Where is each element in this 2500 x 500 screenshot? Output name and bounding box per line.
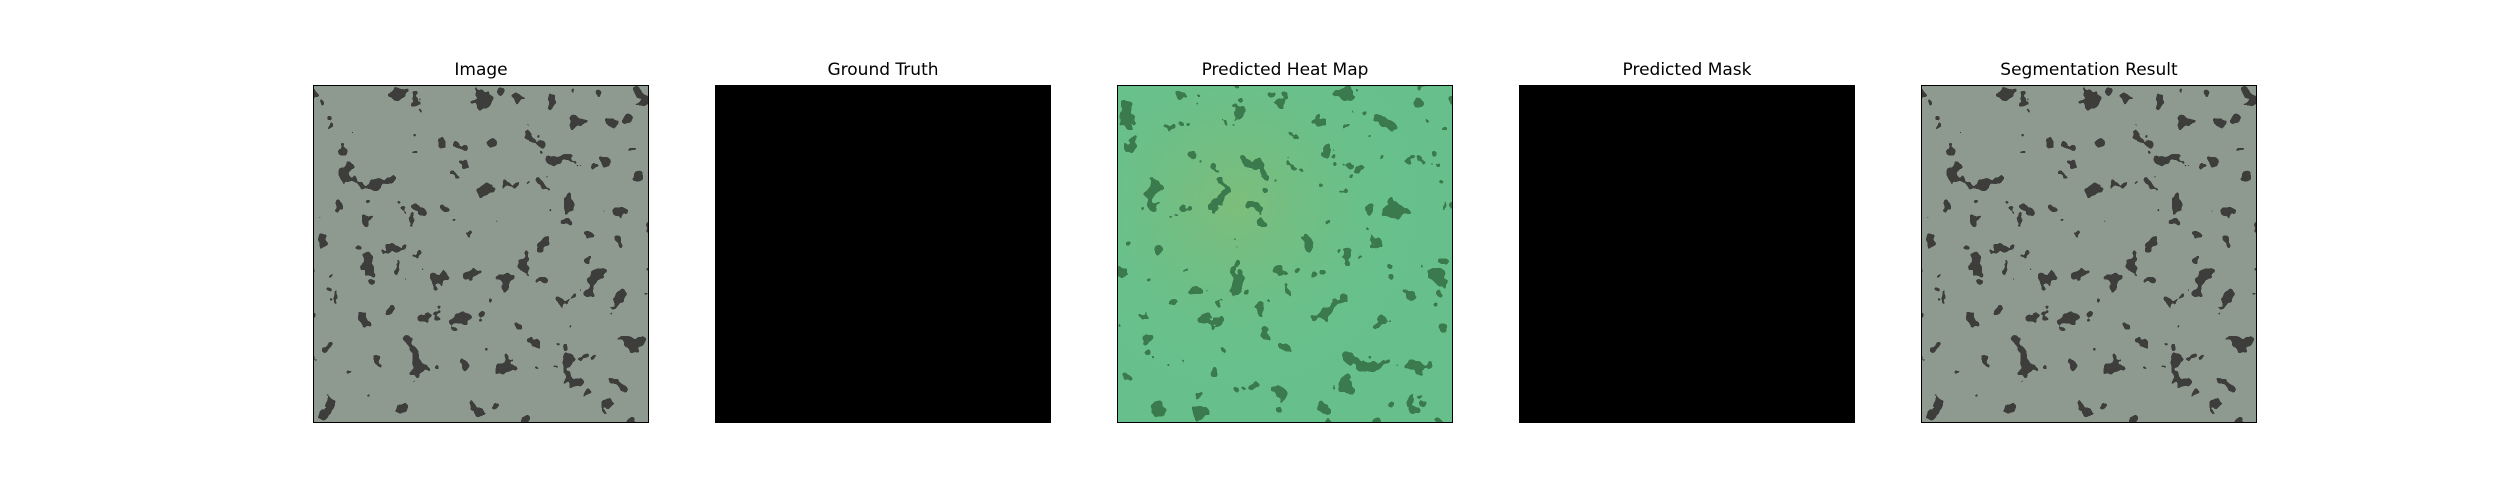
image-texture [313,85,649,423]
panel-title: Predicted Mask [1622,60,1752,80]
panel-image: Image [313,0,649,500]
panel-predicted-mask: Predicted Mask [1519,0,1855,500]
heatmap-overlay [1117,85,1453,423]
ground-truth-mask [715,85,1051,423]
panel-title: Predicted Heat Map [1201,60,1369,80]
heatmap-svg [1118,86,1452,422]
panel-title: Segmentation Result [2000,60,2178,80]
panel-segmentation-result: Segmentation Result [1921,0,2257,500]
texture-svg [1922,86,2256,422]
predicted-mask [1519,85,1855,423]
panel-title: Image [454,60,508,80]
texture-svg [314,86,648,422]
panel-ground-truth: Ground Truth [715,0,1051,500]
segmentation-texture [1921,85,2257,423]
panel-heatmap: Predicted Heat Map [1117,0,1453,500]
panel-title: Ground Truth [827,60,939,80]
